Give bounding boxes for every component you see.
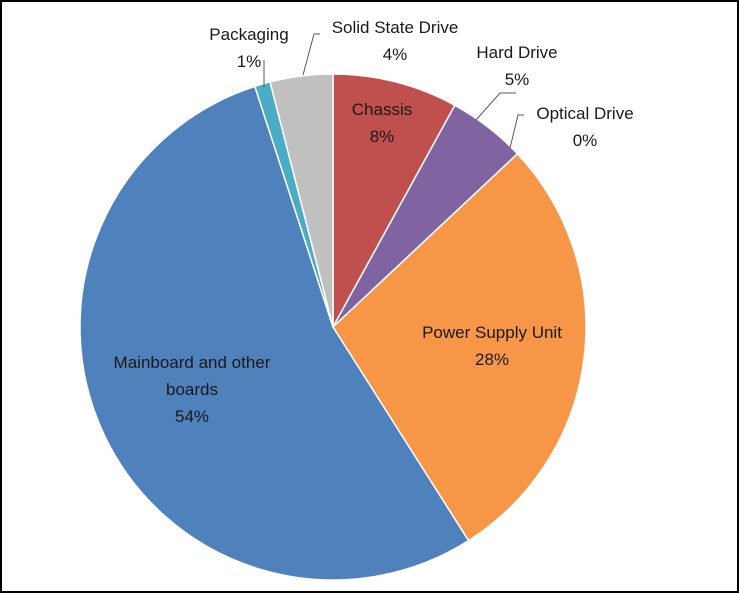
slice-label-solid-state-drive: Solid State Drive 4% (332, 18, 459, 64)
slice-label-optical-drive: Optical Drive 0% (536, 104, 633, 150)
leader-hard-drive (475, 92, 516, 121)
pie-slices (79, 73, 587, 581)
leader-solid-state-drive (302, 33, 320, 76)
slice-label-mainboard-and-other-boards: Mainboard and other boards 54% (114, 353, 271, 426)
slice-labels: Chassis 8% Hard Drive 5% Optical Drive 0% Powe… (114, 18, 634, 426)
slice-label-power-supply-unit: Power Supply Unit 28% (422, 323, 562, 369)
leader-lines (263, 33, 524, 149)
slice-label-packaging: Packaging 1% (209, 25, 288, 71)
slice-value-hard-drive: 5% (505, 70, 530, 89)
pie-slice-mainboard-and-other-boards (79, 85, 470, 581)
leader-optical-drive (509, 114, 524, 149)
slice-value-power-supply-unit: 28% (475, 350, 509, 369)
slice-value-optical-drive: 0% (573, 131, 598, 150)
slice-label-chassis: Chassis 8% (352, 100, 412, 146)
slice-label-hard-drive: Hard Drive 5% (476, 43, 557, 89)
slice-value-mainboard-and-other-boards: 54% (175, 407, 209, 426)
pie-slice-chassis (332, 73, 456, 328)
slice-value-solid-state-drive: 4% (383, 45, 408, 64)
pie-slice-solid-state-drive (269, 73, 334, 328)
slice-value-chassis: 8% (370, 127, 395, 146)
pie-slice-power-supply-unit (332, 152, 587, 542)
slice-value-packaging: 1% (237, 52, 262, 71)
